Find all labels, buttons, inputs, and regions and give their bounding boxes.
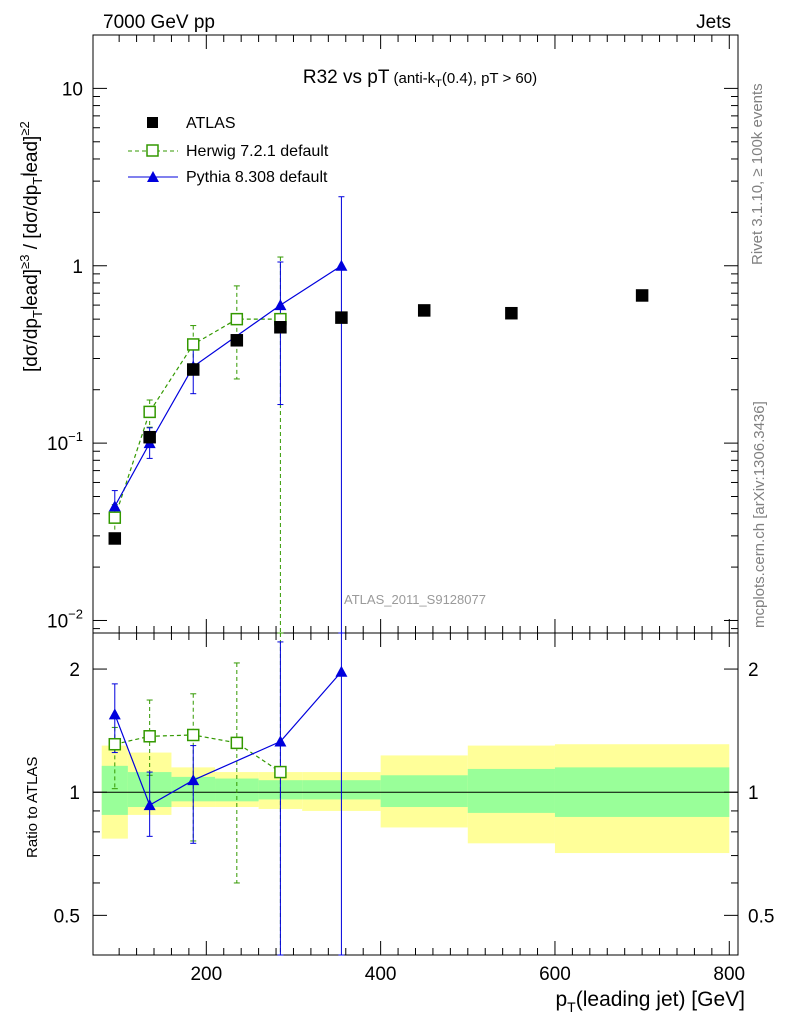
rivet-label: Rivet 3.1.10, ≥ 100k events	[749, 83, 766, 265]
herwig-marker-2	[186, 338, 200, 351]
main-y-tick-label-1: 10−1	[47, 429, 83, 455]
x-tick-label-200: 200	[190, 964, 222, 985]
herwig-marker-0	[108, 511, 122, 524]
legend-herwig-marker	[146, 144, 159, 157]
atlas-marker-3	[230, 334, 244, 347]
ratio-band-inner-6	[380, 775, 468, 808]
pythia-marker-4	[335, 259, 348, 271]
legend-herwig-label: Herwig 7.2.1 default	[186, 143, 329, 160]
atlas-marker-6	[417, 304, 431, 317]
ratio-herwig-marker-2	[186, 728, 200, 742]
ratio-band-inner-7	[467, 768, 555, 813]
ratio-herwig-marker-0	[108, 737, 122, 751]
atlas-marker-1	[143, 430, 156, 444]
analysis-watermark: ATLAS_2011_S9128077	[344, 592, 486, 607]
main-y-tick-label-2: 1	[72, 257, 83, 278]
ratio-y-tick-label-left-2: 2	[69, 660, 80, 681]
atlas-marker-4	[274, 321, 287, 334]
ratio-y-axis-label: Ratio to ATLAS	[24, 757, 41, 858]
x-tick-label-400: 400	[365, 964, 397, 985]
atlas-marker-8	[635, 289, 649, 302]
herwig-marker-3	[230, 312, 244, 326]
plot-title-main: R32 vs pT	[303, 67, 390, 88]
ratio-herwig-marker-3	[230, 736, 244, 750]
x-tick-label-800: 800	[713, 964, 745, 985]
ratio-y-tick-label-right-2: 2	[748, 660, 759, 681]
x-axis-label: pT(leading jet) [GeV]	[555, 988, 745, 1015]
atlas-marker-5	[335, 311, 348, 324]
axis-ticks: 200 400 600 800 10−2 10−1 1 10 0.5 0.5 1 1 2 2	[47, 34, 774, 985]
legend: ATLAS Herwig 7.2.1 default Pythia 8.308 …	[128, 115, 329, 186]
main-y-axis-label: [dσ/dpTllead]≥3 / [dσ/dpTllead]≥2	[17, 121, 45, 372]
energy-label: 7000 GeV pp	[103, 12, 215, 33]
atlas-marker-0	[108, 532, 122, 545]
ratio-series	[108, 632, 348, 956]
ratio-uncertainty-bands	[93, 744, 738, 854]
atlas-marker-7	[505, 306, 518, 320]
pythia-marker-0	[108, 500, 121, 512]
herwig-marker-1	[143, 405, 156, 419]
ratio-band-inner-0	[101, 765, 128, 815]
legend-atlas-label: ATLAS	[186, 115, 236, 132]
pythia-line	[114, 265, 342, 507]
ratio-y-tick-label-right-1: 1	[748, 783, 759, 804]
ratio-pythia-marker-3	[274, 735, 287, 747]
ratio-y-tick-label-left-0.5: 0.5	[54, 906, 80, 927]
ratio-pythia-marker-0	[108, 708, 121, 720]
mcplots-label: mcplots.cern.ch [arXiv:1306.3436]	[751, 401, 768, 628]
plot-title: R32 vs pT (anti-kT(0.4), pT > 60)	[303, 67, 537, 90]
x-tick-label-600: 600	[539, 964, 571, 985]
pythia-marker-3	[274, 299, 287, 311]
ratio-pythia-marker-4	[335, 665, 348, 677]
legend-pythia-marker	[147, 171, 159, 182]
main-y-tick-label-0: 10−2	[47, 606, 83, 632]
main-series	[108, 196, 649, 634]
ratio-herwig-marker-1	[143, 730, 156, 743]
ratio-pythia-marker-1	[143, 799, 156, 811]
legend-pythia-label: Pythia 8.308 default	[186, 169, 328, 186]
main-y-tick-label-3: 10	[62, 79, 83, 100]
legend-atlas-marker	[147, 117, 158, 128]
jets-label: Jets	[696, 12, 731, 33]
ratio-pythia-marker-2	[187, 774, 200, 786]
atlas-marker-2	[186, 363, 200, 376]
ratio-herwig-marker-4	[274, 765, 287, 779]
ratio-y-tick-label-right-0.5: 0.5	[748, 906, 774, 927]
ratio-y-tick-label-left-1: 1	[69, 783, 80, 804]
